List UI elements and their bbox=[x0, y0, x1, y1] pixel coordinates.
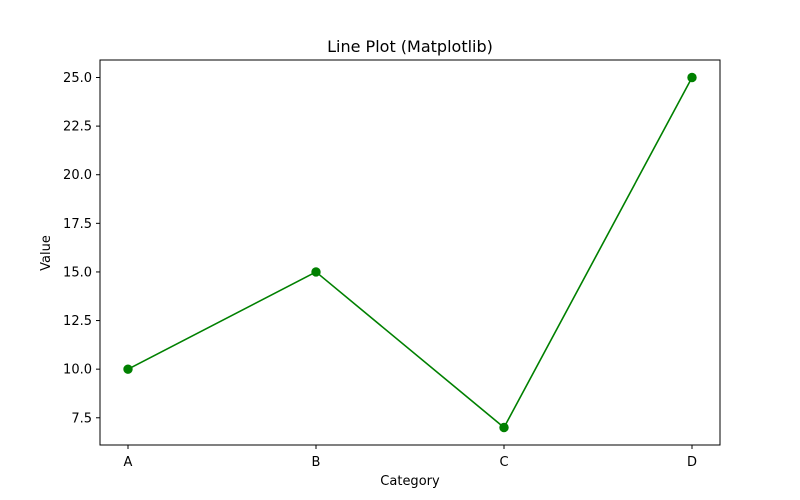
x-axis-ticks: A B C D bbox=[124, 445, 697, 470]
x-tick-label: B bbox=[312, 455, 321, 470]
y-tick-label: 20.0 bbox=[63, 168, 92, 183]
data-point-B bbox=[311, 267, 321, 277]
y-tick-label: 7.5 bbox=[71, 411, 92, 426]
x-tick-label: C bbox=[499, 455, 508, 470]
plot-area-frame bbox=[99, 59, 721, 446]
data-point-A bbox=[123, 364, 133, 374]
y-tick-label: 12.5 bbox=[63, 314, 92, 329]
data-point-D bbox=[687, 72, 697, 83]
data-point-C bbox=[499, 422, 509, 433]
y-tick-label: 17.5 bbox=[63, 217, 92, 232]
y-axis-ticks: 7.5 10.0 12.5 15.0 17.5 20.0 22.5 25.0 bbox=[63, 71, 100, 426]
y-tick-label: 10.0 bbox=[63, 363, 92, 378]
chart-title: Line Plot (Matplotlib) bbox=[327, 37, 493, 56]
x-tick-label: A bbox=[124, 455, 133, 470]
y-tick-label: 25.0 bbox=[63, 71, 92, 86]
x-axis-label: Category bbox=[380, 474, 440, 489]
series-line bbox=[127, 77, 693, 429]
y-tick-label: 15.0 bbox=[63, 265, 92, 280]
y-axis-label: Value bbox=[39, 235, 54, 271]
y-tick-label: 22.5 bbox=[63, 120, 92, 135]
series-layer bbox=[123, 72, 697, 433]
x-tick-label: D bbox=[687, 455, 697, 470]
